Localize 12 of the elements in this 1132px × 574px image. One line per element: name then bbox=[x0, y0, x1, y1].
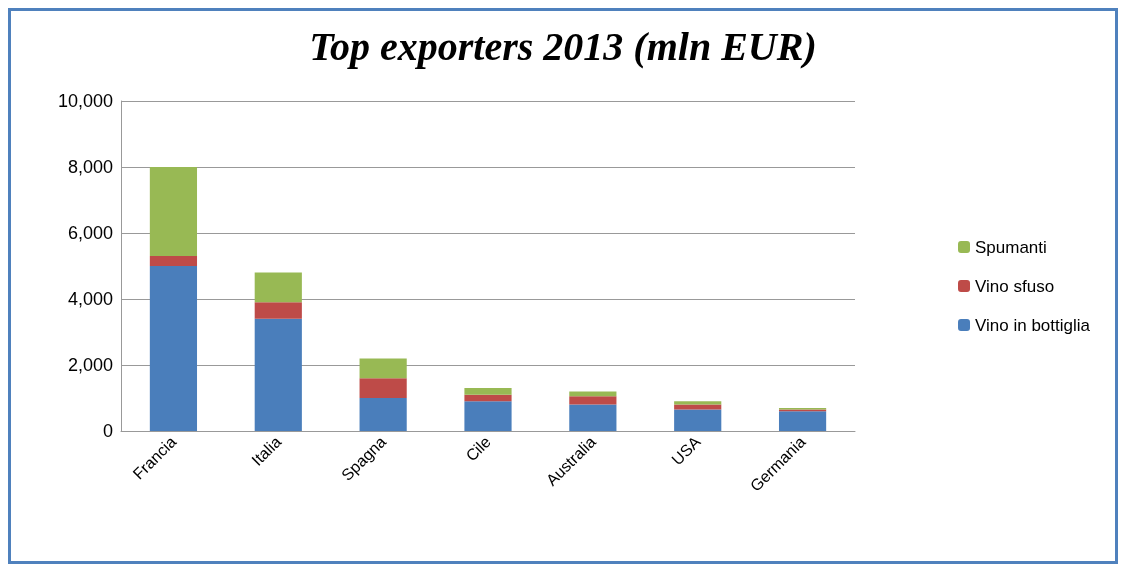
y-tick-label: 0 bbox=[102, 421, 113, 441]
legend-label: Spumanti bbox=[975, 237, 1047, 257]
legend-label: Vino in bottiglia bbox=[975, 315, 1091, 335]
y-tick-label: 6,000 bbox=[67, 223, 113, 243]
y-tick-label: 2,000 bbox=[67, 355, 113, 375]
chart-title: Top exporters 2013 (mln EUR) bbox=[309, 23, 817, 69]
y-tick-label: 8,000 bbox=[67, 157, 113, 177]
x-tick-label: Cile bbox=[462, 432, 495, 465]
legend-label: Vino sfuso bbox=[975, 276, 1055, 296]
x-tick-label: USA bbox=[668, 432, 704, 469]
y-tick-label: 10,000 bbox=[57, 91, 113, 111]
y-tick-label: 4,000 bbox=[67, 289, 113, 309]
